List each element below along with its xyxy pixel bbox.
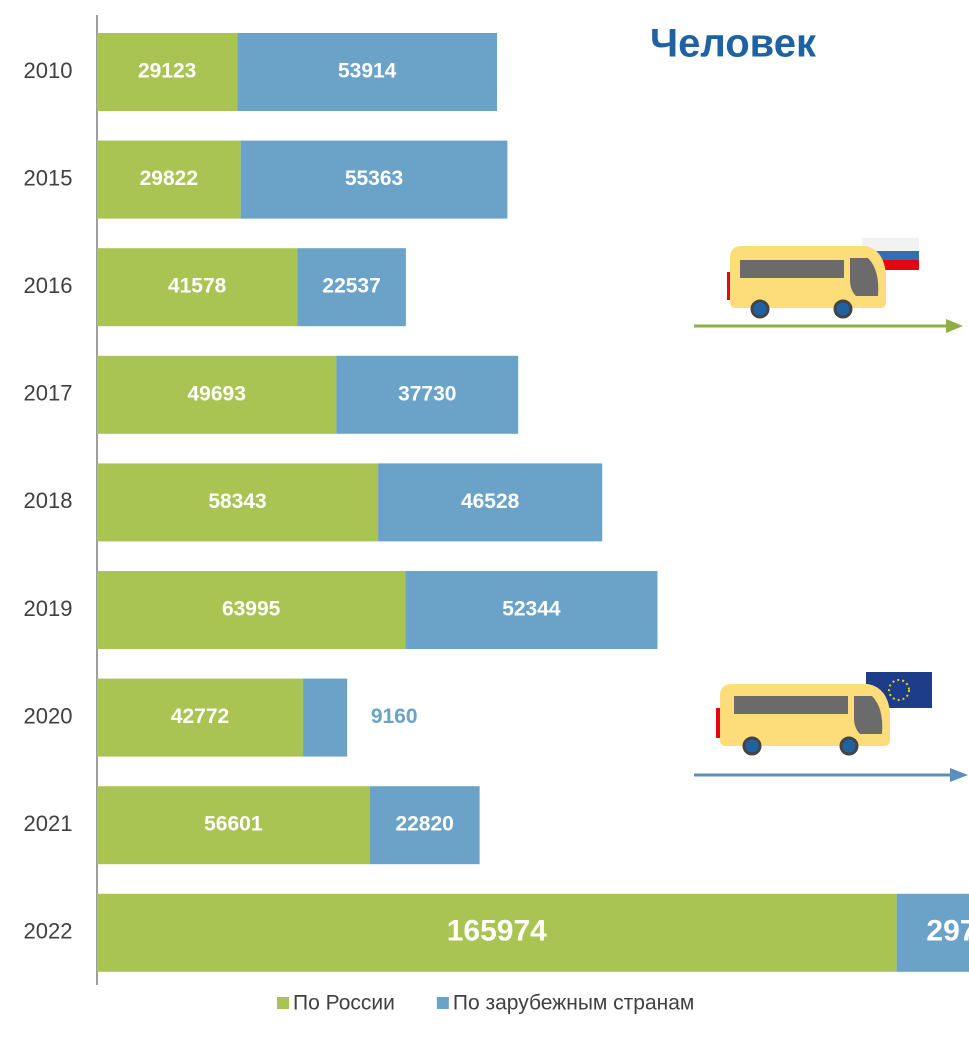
value-label: 46528 bbox=[461, 490, 520, 513]
bar-segment bbox=[237, 33, 498, 111]
bar-segment bbox=[97, 33, 238, 111]
y-tick-label: 2017 bbox=[24, 381, 73, 406]
bar-segment bbox=[97, 678, 304, 757]
value-label: 49693 bbox=[187, 382, 245, 405]
value-label: 52344 bbox=[502, 598, 561, 621]
value-label: 165974 bbox=[447, 915, 547, 948]
bar-segment bbox=[369, 786, 480, 865]
value-label: 9160 bbox=[371, 705, 418, 728]
value-label: 53914 bbox=[338, 60, 397, 83]
value-label: 55363 bbox=[345, 167, 403, 190]
chart-title: Человек bbox=[650, 22, 817, 66]
legend-label: По зарубежным странам bbox=[453, 992, 695, 1015]
y-tick-label: 2015 bbox=[24, 165, 73, 190]
legend-label: По России bbox=[293, 992, 395, 1015]
y-tick-label: 2019 bbox=[24, 596, 73, 621]
bar-segment bbox=[97, 463, 379, 542]
bar-segment bbox=[896, 893, 969, 972]
bar-segment bbox=[97, 571, 406, 649]
bar-segment bbox=[378, 463, 603, 542]
value-label: 42772 bbox=[171, 705, 229, 728]
bar-segment bbox=[97, 248, 298, 327]
bus-icon-russia bbox=[694, 238, 963, 333]
y-tick-label: 2010 bbox=[24, 58, 73, 83]
value-label: 29700 bbox=[926, 915, 969, 948]
y-tick-label: 2021 bbox=[24, 811, 73, 836]
bar-segment bbox=[97, 140, 241, 219]
value-label: 58343 bbox=[208, 490, 266, 513]
bar-segment bbox=[97, 893, 897, 972]
bar-segment bbox=[336, 355, 519, 434]
value-label: 29822 bbox=[140, 167, 198, 190]
value-label: 56601 bbox=[204, 813, 263, 836]
bar-segment bbox=[240, 140, 508, 219]
legend-swatch bbox=[277, 997, 289, 1009]
bar-segment bbox=[97, 786, 370, 865]
y-tick-label: 2016 bbox=[24, 273, 73, 298]
bar-segment bbox=[97, 355, 337, 434]
bar-segment bbox=[405, 571, 658, 649]
legend-swatch bbox=[436, 997, 449, 1009]
y-tick-label: 2022 bbox=[24, 919, 73, 944]
value-label: 29123 bbox=[138, 60, 196, 83]
value-label: 22820 bbox=[395, 813, 453, 836]
value-label: 22537 bbox=[322, 275, 380, 298]
bus-icon-eu bbox=[694, 672, 968, 782]
value-label: 37730 bbox=[398, 382, 456, 405]
value-label: 63995 bbox=[222, 598, 281, 621]
bar-segment bbox=[297, 248, 406, 327]
bar-segment bbox=[303, 678, 348, 757]
value-label: 41578 bbox=[168, 275, 227, 298]
y-tick-label: 2018 bbox=[24, 488, 73, 513]
y-tick-label: 2020 bbox=[24, 703, 73, 728]
